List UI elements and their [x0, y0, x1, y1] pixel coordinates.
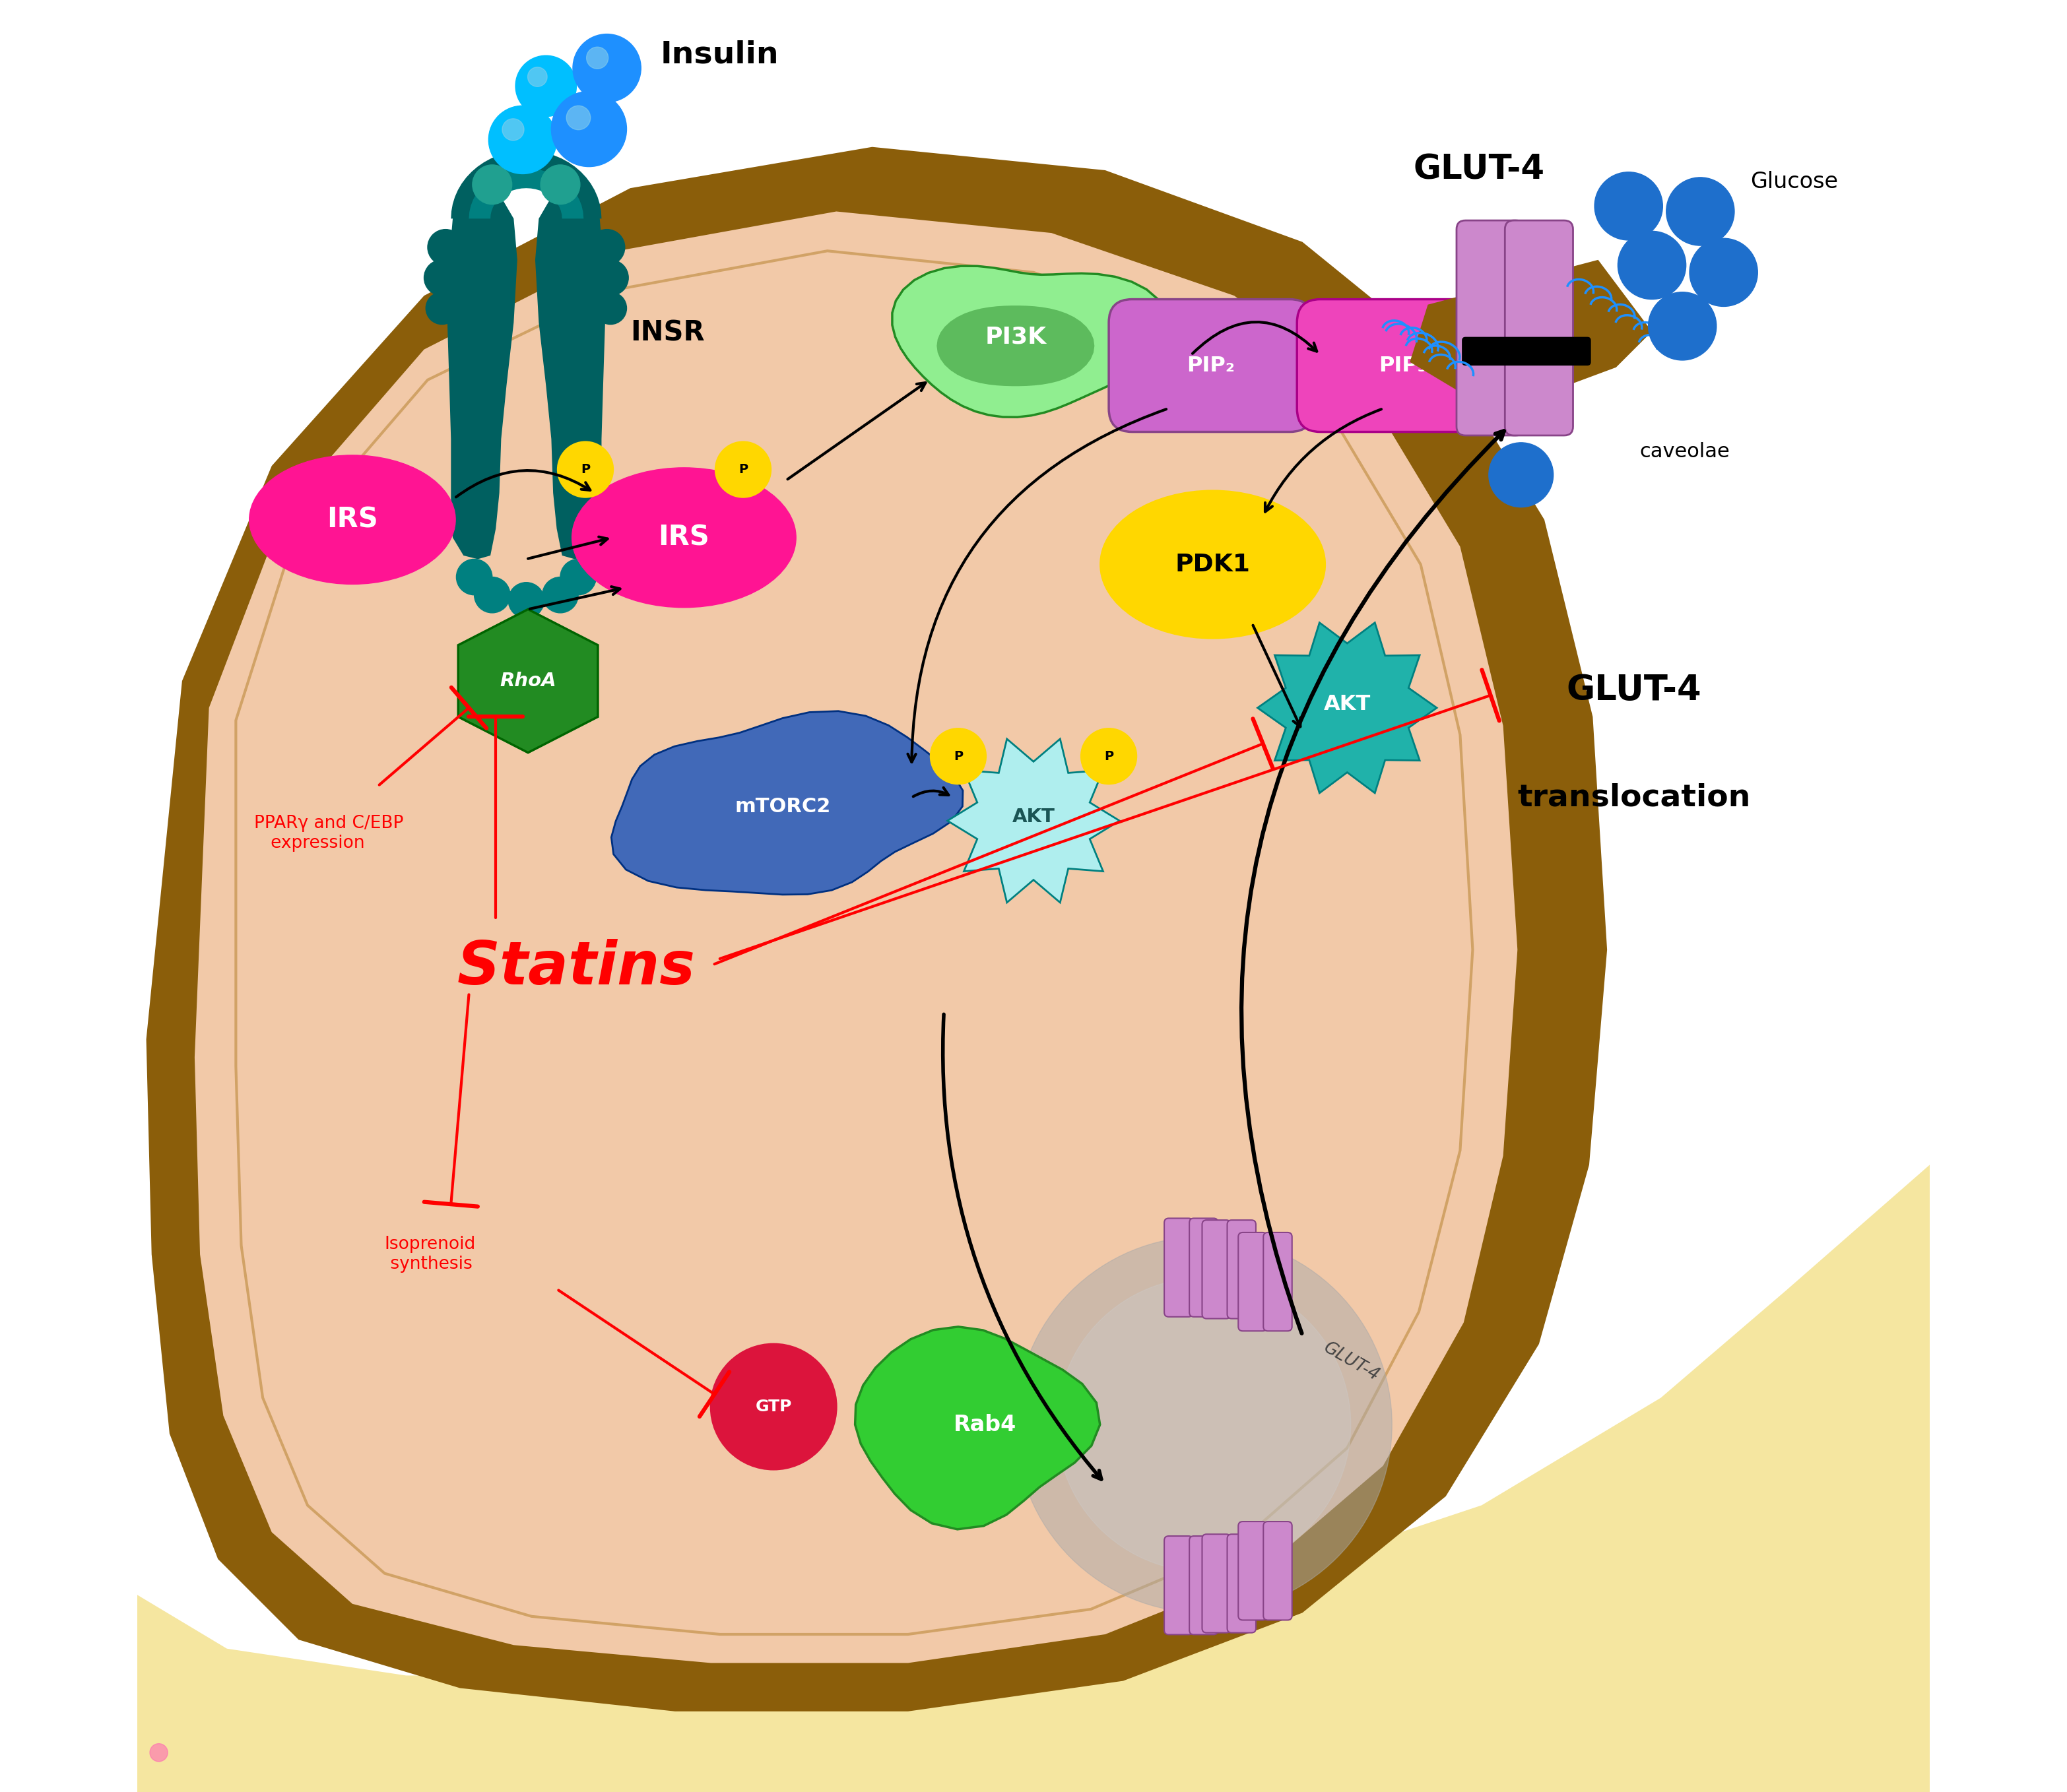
- Circle shape: [508, 582, 544, 618]
- Text: PIP₂: PIP₂: [1186, 355, 1234, 376]
- Text: translocation: translocation: [1517, 783, 1751, 812]
- Ellipse shape: [573, 468, 796, 607]
- Text: PIP₃: PIP₃: [1379, 355, 1426, 376]
- Circle shape: [542, 577, 579, 613]
- Circle shape: [1594, 172, 1662, 240]
- Polygon shape: [1410, 260, 1652, 394]
- FancyBboxPatch shape: [1263, 1233, 1292, 1331]
- FancyBboxPatch shape: [1238, 1521, 1267, 1620]
- Ellipse shape: [250, 455, 455, 584]
- Circle shape: [587, 47, 608, 68]
- Circle shape: [566, 106, 591, 129]
- FancyBboxPatch shape: [1228, 1534, 1257, 1633]
- Circle shape: [488, 106, 556, 174]
- FancyBboxPatch shape: [1164, 1219, 1193, 1317]
- FancyBboxPatch shape: [1203, 1220, 1230, 1319]
- Circle shape: [593, 260, 628, 296]
- FancyBboxPatch shape: [1457, 220, 1525, 435]
- Circle shape: [542, 165, 581, 204]
- Text: GLUT-4: GLUT-4: [1414, 154, 1544, 186]
- Circle shape: [1689, 238, 1757, 306]
- Circle shape: [1488, 443, 1552, 507]
- FancyBboxPatch shape: [1203, 1534, 1230, 1633]
- Text: P: P: [581, 464, 589, 475]
- FancyBboxPatch shape: [1505, 220, 1573, 435]
- Circle shape: [715, 441, 771, 496]
- Text: P: P: [953, 751, 963, 762]
- Text: INSR: INSR: [630, 319, 705, 346]
- Text: GLUT-4: GLUT-4: [1321, 1339, 1383, 1385]
- Polygon shape: [469, 168, 583, 219]
- FancyBboxPatch shape: [1296, 299, 1509, 432]
- Circle shape: [1081, 728, 1137, 783]
- Polygon shape: [446, 194, 517, 559]
- Circle shape: [149, 1744, 167, 1762]
- Text: Statins: Statins: [457, 939, 697, 996]
- Polygon shape: [535, 194, 606, 559]
- Text: PPARγ and C/EBP
   expression: PPARγ and C/EBP expression: [254, 815, 403, 851]
- Circle shape: [1015, 1236, 1391, 1613]
- Circle shape: [560, 559, 595, 595]
- FancyBboxPatch shape: [1164, 1536, 1193, 1634]
- Text: PDK1: PDK1: [1176, 552, 1251, 577]
- Circle shape: [473, 165, 513, 204]
- FancyBboxPatch shape: [1108, 299, 1313, 432]
- Text: PI3K: PI3K: [984, 326, 1046, 348]
- Polygon shape: [947, 738, 1120, 903]
- Text: RhoA: RhoA: [500, 672, 556, 690]
- Text: Rab4: Rab4: [953, 1414, 1017, 1435]
- Text: IRS: IRS: [327, 505, 378, 534]
- Text: AKT: AKT: [1013, 808, 1054, 826]
- Text: P: P: [1104, 751, 1114, 762]
- Circle shape: [1056, 1278, 1350, 1572]
- Polygon shape: [1257, 622, 1437, 794]
- FancyBboxPatch shape: [1263, 1521, 1292, 1620]
- Circle shape: [1618, 231, 1687, 299]
- Circle shape: [595, 292, 626, 324]
- Circle shape: [457, 559, 492, 595]
- Polygon shape: [451, 151, 601, 219]
- Polygon shape: [459, 609, 597, 753]
- Circle shape: [473, 577, 511, 613]
- Circle shape: [1666, 177, 1734, 246]
- Circle shape: [573, 34, 641, 102]
- Circle shape: [515, 56, 577, 116]
- Circle shape: [558, 441, 614, 496]
- Circle shape: [552, 91, 626, 167]
- Circle shape: [711, 1344, 837, 1469]
- Text: caveolae: caveolae: [1639, 443, 1730, 461]
- Polygon shape: [612, 711, 963, 894]
- Circle shape: [428, 229, 463, 265]
- Text: Isoprenoid
 synthesis: Isoprenoid synthesis: [384, 1236, 475, 1272]
- FancyBboxPatch shape: [1461, 337, 1592, 366]
- FancyBboxPatch shape: [1189, 1219, 1217, 1317]
- Ellipse shape: [1102, 491, 1325, 638]
- Circle shape: [589, 229, 624, 265]
- Text: mTORC2: mTORC2: [734, 797, 831, 815]
- Text: Insulin: Insulin: [661, 39, 779, 70]
- FancyBboxPatch shape: [1228, 1220, 1257, 1319]
- Polygon shape: [136, 1165, 1931, 1792]
- Polygon shape: [147, 147, 1606, 1711]
- Circle shape: [1647, 292, 1716, 360]
- Polygon shape: [194, 211, 1517, 1663]
- Circle shape: [426, 292, 459, 324]
- Circle shape: [424, 260, 461, 296]
- Text: GLUT-4: GLUT-4: [1567, 672, 1701, 708]
- Text: AKT: AKT: [1323, 694, 1370, 715]
- Polygon shape: [936, 306, 1093, 385]
- Text: P: P: [738, 464, 748, 475]
- Text: Glucose: Glucose: [1751, 170, 1838, 194]
- Text: GTP: GTP: [754, 1400, 792, 1414]
- FancyBboxPatch shape: [1238, 1233, 1267, 1331]
- FancyBboxPatch shape: [1189, 1536, 1217, 1634]
- Circle shape: [502, 118, 525, 140]
- Polygon shape: [856, 1326, 1100, 1529]
- Circle shape: [930, 728, 986, 783]
- Polygon shape: [893, 265, 1168, 418]
- Text: IRS: IRS: [657, 523, 709, 552]
- Circle shape: [527, 66, 548, 86]
